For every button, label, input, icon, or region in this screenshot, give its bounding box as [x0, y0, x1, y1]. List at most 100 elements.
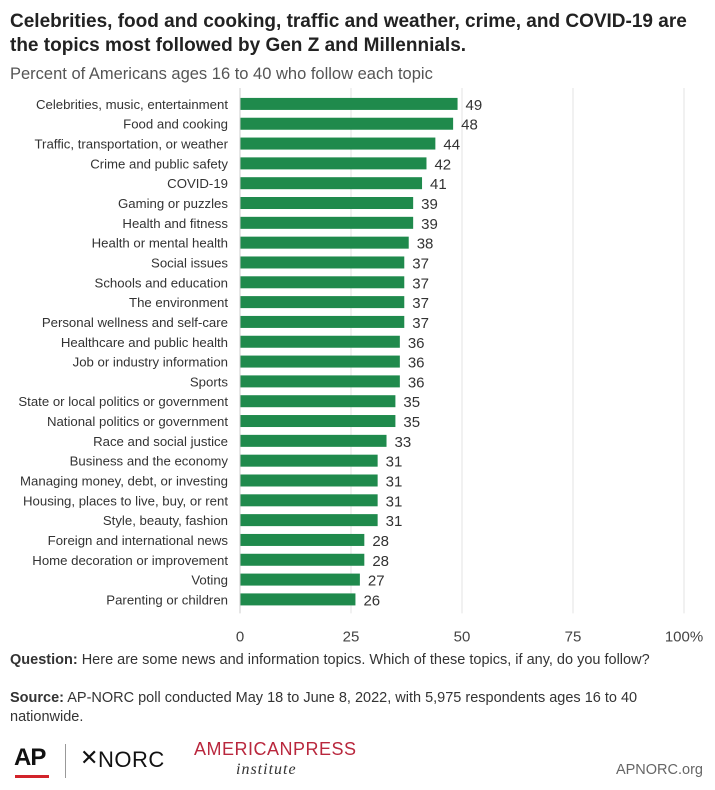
bar	[240, 117, 454, 130]
value-label: 37	[412, 255, 429, 272]
category-label: Home decoration or improvement	[32, 553, 228, 568]
value-label: 36	[408, 335, 425, 352]
value-label: 37	[412, 295, 429, 312]
x-tick-label: 0	[236, 628, 244, 643]
bar	[240, 177, 423, 190]
bar	[240, 514, 378, 527]
api-logo-bottom: institute	[236, 761, 297, 778]
bar	[240, 296, 405, 309]
value-label: 37	[412, 315, 429, 332]
category-label: Foreign and international news	[48, 533, 229, 548]
category-label: Business and the economy	[70, 454, 229, 469]
category-label: Celebrities, music, entertainment	[36, 97, 228, 112]
bar	[240, 415, 396, 428]
category-label: Health or mental health	[92, 236, 228, 251]
bar	[240, 236, 409, 249]
value-label: 44	[443, 137, 460, 154]
bar	[240, 573, 360, 586]
value-label: 31	[386, 513, 403, 530]
bar	[240, 434, 387, 447]
question-text: Here are some news and information topic…	[77, 652, 650, 668]
x-tick-label: 75	[565, 628, 582, 643]
category-label: Race and social justice	[93, 434, 228, 449]
value-label: 39	[421, 196, 438, 213]
api-logo-top: AMERICANPRESS	[194, 739, 357, 759]
value-label: 37	[412, 275, 429, 292]
ap-logo: AP	[14, 744, 46, 771]
value-label: 36	[408, 355, 425, 372]
category-label: COVID-19	[167, 176, 228, 191]
value-label: 38	[417, 236, 434, 253]
category-label: Gaming or puzzles	[118, 196, 228, 211]
bar	[240, 355, 400, 368]
bar	[240, 494, 378, 507]
value-label: 48	[461, 117, 478, 134]
category-label: Personal wellness and self-care	[42, 315, 228, 330]
category-label: Food and cooking	[123, 117, 228, 132]
bar	[240, 474, 378, 487]
ap-logo-underline	[15, 775, 49, 778]
category-label: Voting	[191, 573, 228, 588]
bar	[240, 375, 400, 388]
bar	[240, 256, 405, 269]
value-label: 26	[363, 592, 380, 609]
bar	[240, 395, 396, 408]
x-tick-label: 50	[454, 628, 471, 643]
value-label: 28	[372, 533, 389, 550]
value-label: 35	[403, 414, 420, 431]
norc-logo: NORC	[98, 747, 165, 772]
value-label: 28	[372, 553, 389, 570]
value-label: 33	[395, 434, 412, 451]
value-label: 31	[386, 454, 403, 471]
bar	[240, 276, 405, 289]
bar	[240, 553, 365, 566]
category-label: Social issues	[151, 255, 228, 270]
chart-title: Celebrities, food and cooking, traffic a…	[10, 11, 687, 56]
bar	[240, 533, 365, 546]
bar	[240, 97, 458, 110]
category-label: Traffic, transportation, or weather	[34, 137, 228, 152]
value-label: 49	[466, 97, 483, 114]
chart-subtitle: Percent of Americans ages 16 to 40 who f…	[10, 65, 433, 83]
bar	[240, 197, 414, 210]
category-label: National politics or government	[47, 414, 228, 429]
bar	[240, 137, 436, 150]
bar	[240, 157, 427, 170]
bar	[240, 593, 356, 606]
category-label: Job or industry information	[73, 355, 228, 370]
question-label: Question:	[10, 652, 78, 668]
category-label: Healthcare and public health	[61, 335, 228, 350]
category-label: The environment	[129, 295, 228, 310]
category-label: Sports	[190, 374, 229, 389]
source-note: Source: AP-NORC poll conducted May 18 to…	[10, 689, 710, 727]
category-label: State or local politics or government	[18, 394, 228, 409]
category-label: Schools and education	[95, 275, 228, 290]
bar	[240, 335, 400, 348]
site-link[interactable]: APNORC.org	[615, 762, 703, 778]
value-label: 35	[403, 394, 420, 411]
value-label: 39	[421, 216, 438, 233]
bar	[240, 454, 378, 467]
category-label: Health and fitness	[122, 216, 228, 231]
bar	[240, 216, 414, 229]
value-label: 31	[386, 493, 403, 510]
category-label: Crime and public safety	[90, 156, 228, 171]
value-label: 31	[386, 473, 403, 490]
category-label: Style, beauty, fashion	[103, 513, 228, 528]
x-tick-label: 100%	[665, 628, 703, 643]
category-label: Parenting or children	[106, 592, 228, 607]
category-label: Housing, places to live, buy, or rent	[23, 493, 228, 508]
value-label: 36	[408, 374, 425, 391]
value-label: 41	[430, 176, 447, 193]
logo-divider	[65, 744, 66, 778]
footer: AP ✕ NORC AMERICANPRESS institute APNORC…	[0, 738, 715, 790]
x-tick-label: 25	[343, 628, 360, 643]
question-note: Question: Here are some news and informa…	[10, 651, 710, 670]
category-label: Managing money, debt, or investing	[20, 473, 228, 488]
value-label: 42	[434, 156, 451, 173]
norc-star-icon: ✕	[80, 745, 99, 770]
source-label: Source:	[10, 690, 64, 706]
bar	[240, 315, 405, 328]
bar-chart: 0 25 50 75 100% Celebrities, music, entertain…	[18, 88, 703, 643]
value-label: 27	[368, 573, 385, 590]
